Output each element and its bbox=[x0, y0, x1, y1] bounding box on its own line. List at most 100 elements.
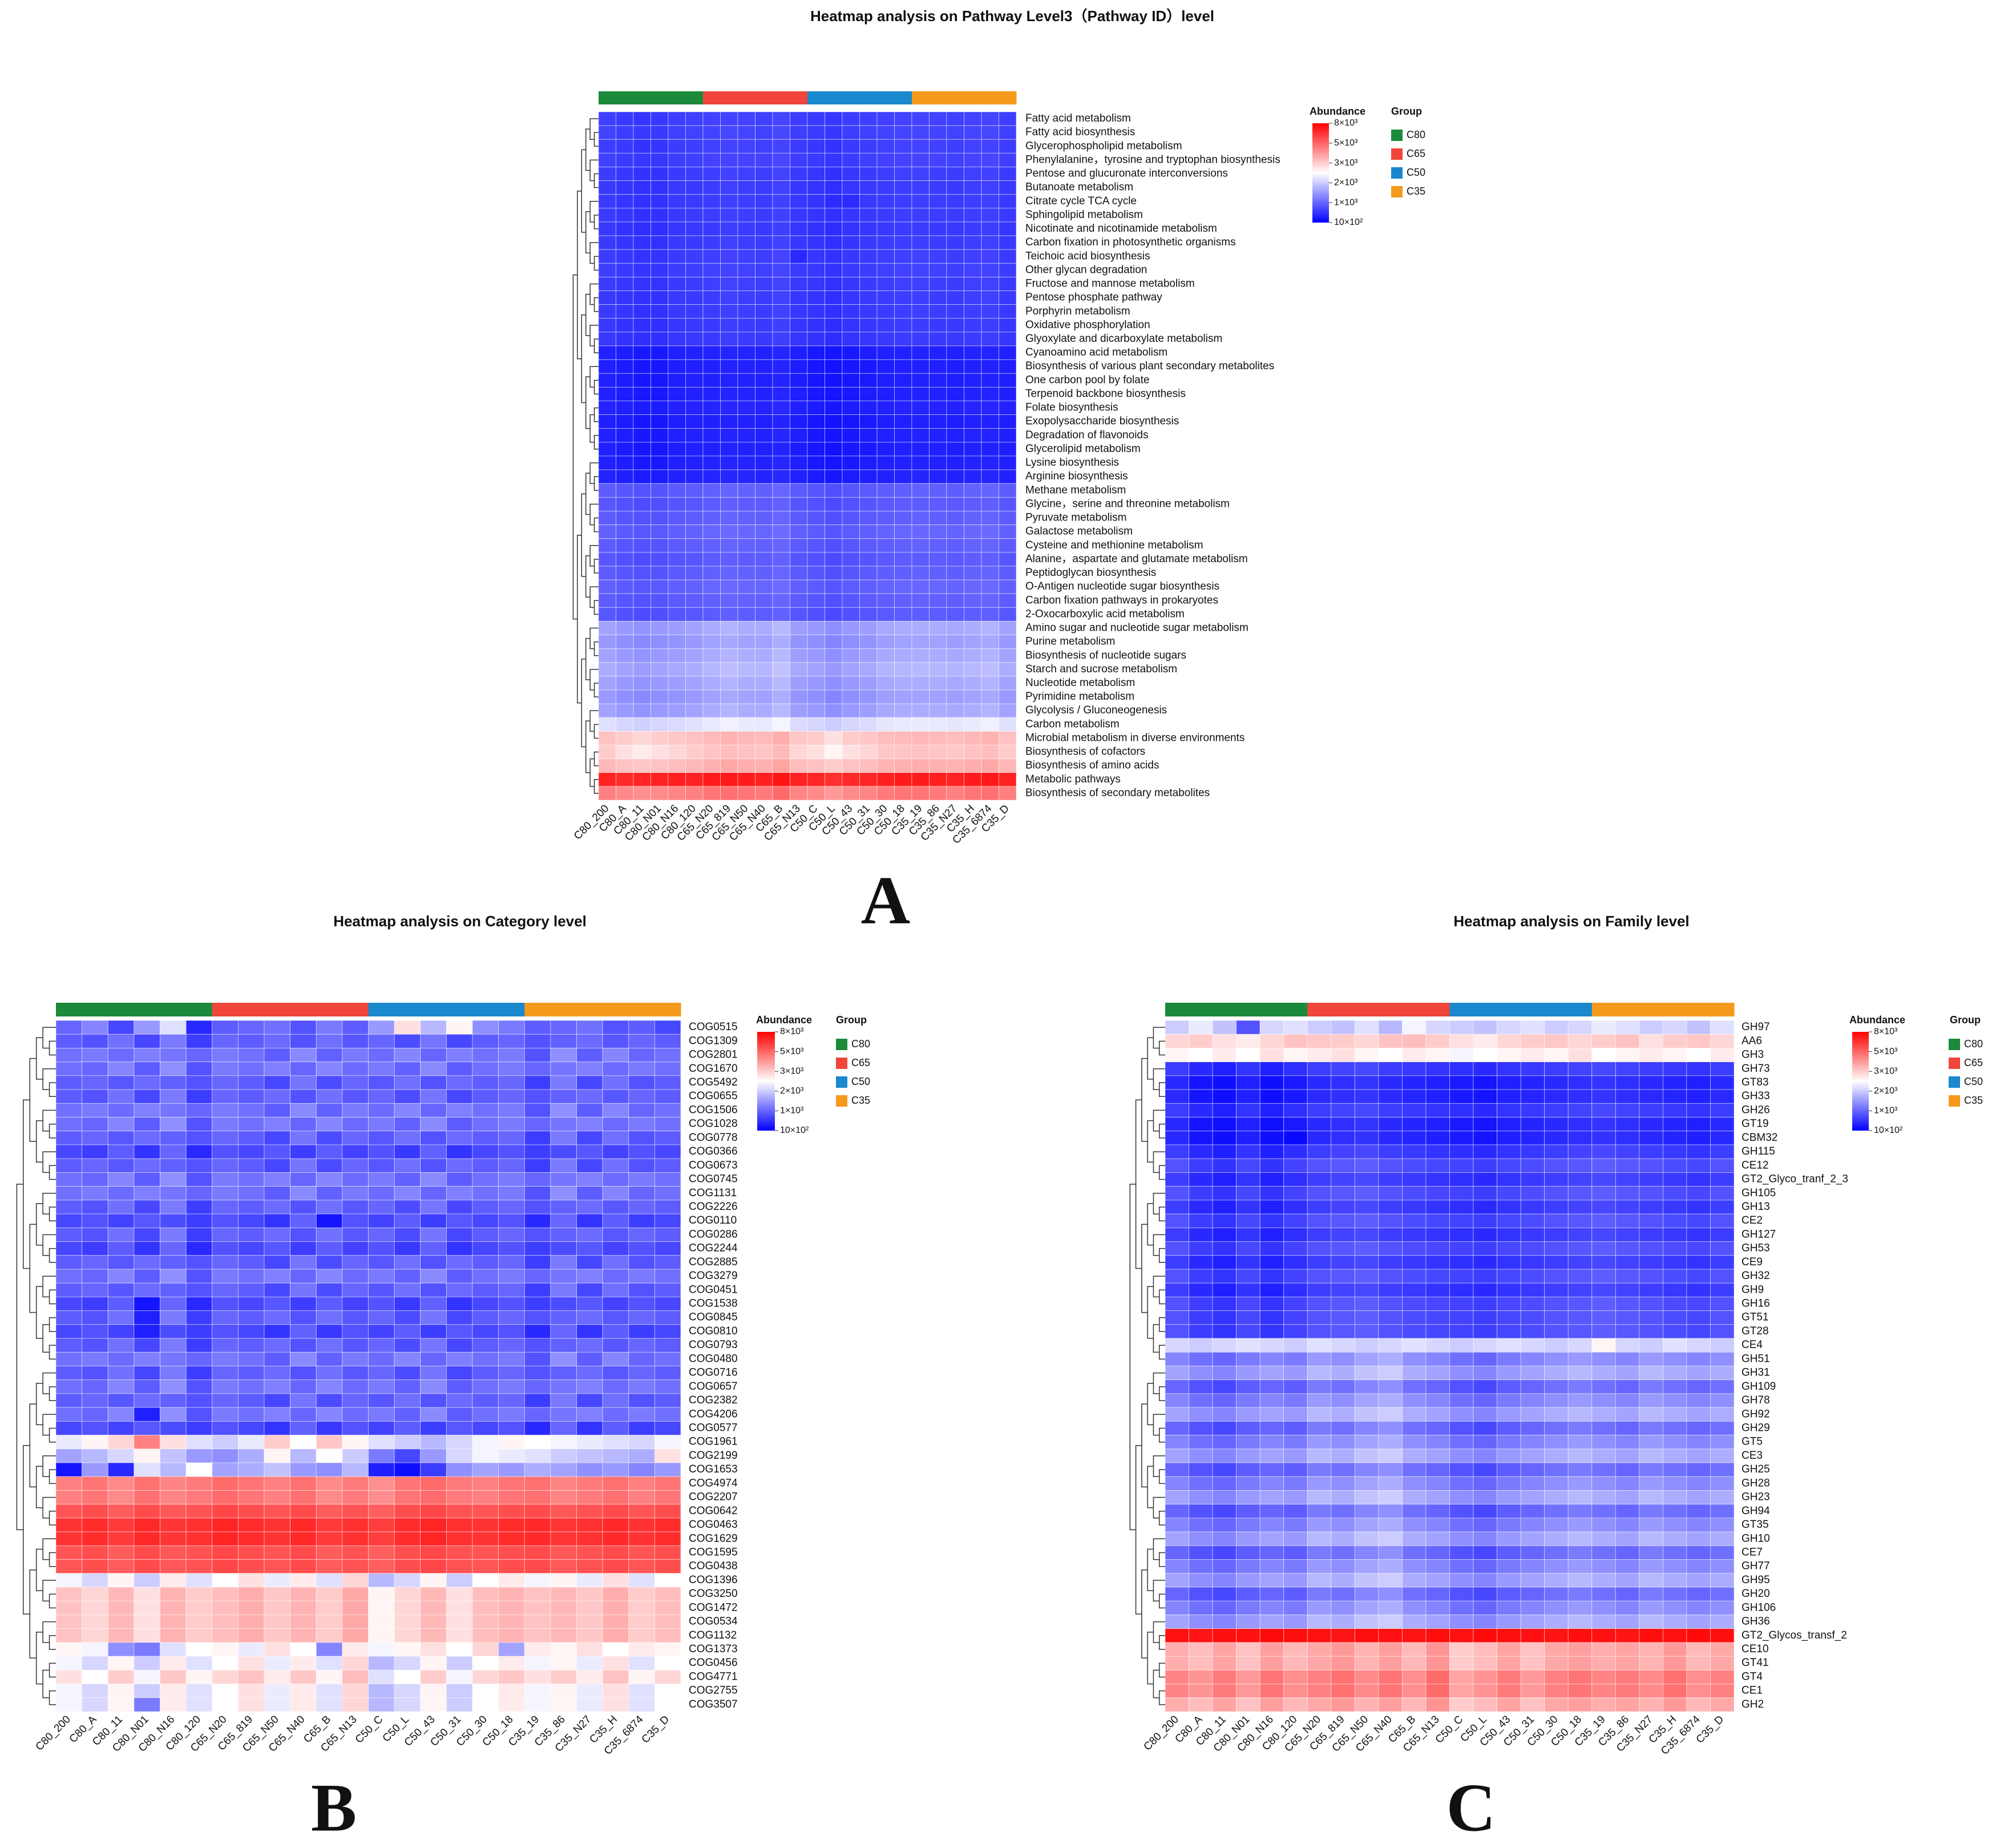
heatmap-cell bbox=[160, 1269, 187, 1284]
heatmap-cell bbox=[1331, 1075, 1355, 1090]
heatmap-cell bbox=[185, 1393, 213, 1408]
heatmap-cell bbox=[807, 689, 825, 704]
heatmap-cell bbox=[472, 1158, 499, 1173]
heatmap-cell bbox=[1259, 1379, 1284, 1394]
heatmap-cell bbox=[911, 662, 930, 677]
heatmap-cell bbox=[999, 745, 1017, 760]
heatmap-cell bbox=[498, 1669, 525, 1684]
heatmap-cell bbox=[446, 1075, 473, 1090]
heatmap-cell bbox=[1283, 1351, 1308, 1366]
row-label: Citrate cycle TCA cycle bbox=[1025, 195, 1137, 207]
heatmap-cell bbox=[755, 731, 773, 745]
heatmap-cell bbox=[1402, 1366, 1427, 1381]
heatmap-cell bbox=[290, 1573, 317, 1588]
heatmap-cell bbox=[598, 579, 616, 594]
heatmap-cell bbox=[1615, 1642, 1640, 1657]
heatmap-cell bbox=[342, 1269, 369, 1284]
heatmap-cell bbox=[55, 1476, 83, 1491]
heatmap-cell bbox=[911, 235, 930, 250]
heatmap-cell bbox=[755, 221, 773, 236]
heatmap-cell bbox=[1686, 1048, 1711, 1063]
heatmap-cell bbox=[134, 1241, 160, 1256]
heatmap-cell bbox=[702, 593, 721, 608]
heatmap-cell bbox=[550, 1034, 577, 1048]
heatmap-cell bbox=[1425, 1020, 1450, 1035]
heatmap-cell bbox=[720, 469, 738, 484]
heatmap-cell bbox=[1259, 1697, 1284, 1712]
heatmap-cell bbox=[1473, 1186, 1497, 1201]
row-label: Glycine，serine and threonine metabolism bbox=[1025, 498, 1230, 510]
heatmap-cell bbox=[368, 1476, 395, 1491]
row-label: GH73 bbox=[1742, 1063, 1770, 1075]
heatmap-cell bbox=[1686, 1462, 1711, 1477]
heatmap-cell bbox=[160, 1476, 187, 1491]
heatmap-cell bbox=[237, 1684, 265, 1698]
heatmap-cell bbox=[394, 1600, 421, 1615]
heatmap-cell bbox=[290, 1628, 317, 1643]
heatmap-cell bbox=[185, 1103, 213, 1117]
heatmap-cell bbox=[999, 359, 1017, 374]
legend-swatch bbox=[836, 1095, 847, 1107]
heatmap-cell bbox=[1497, 1476, 1521, 1491]
heatmap-cell bbox=[772, 277, 790, 291]
row-label: GH53 bbox=[1742, 1242, 1770, 1254]
heatmap-cell bbox=[616, 566, 634, 580]
heatmap-cell bbox=[342, 1324, 369, 1339]
heatmap-cell bbox=[981, 511, 999, 525]
heatmap-cell bbox=[1354, 1186, 1379, 1201]
heatmap-cell bbox=[737, 414, 755, 429]
heatmap-cell bbox=[633, 758, 651, 773]
heatmap-cell bbox=[1591, 1062, 1616, 1076]
dendrogram bbox=[42, 1455, 56, 1478]
heatmap-cell bbox=[1354, 1351, 1379, 1366]
heatmap-cell bbox=[82, 1282, 108, 1297]
heatmap-cell bbox=[807, 524, 825, 539]
heatmap-cell bbox=[82, 1421, 108, 1435]
heatmap-cell bbox=[946, 359, 964, 374]
heatmap-cell bbox=[685, 607, 704, 622]
heatmap-cell bbox=[668, 290, 686, 305]
heatmap-cell bbox=[1165, 1573, 1189, 1588]
heatmap-cell bbox=[825, 442, 843, 457]
heatmap-cell bbox=[1520, 1282, 1545, 1297]
heatmap-cell bbox=[1165, 1255, 1189, 1270]
heatmap-cell bbox=[737, 318, 755, 333]
heatmap-cell bbox=[1283, 1448, 1308, 1463]
colorbar-tick-label: 1×10³ bbox=[1334, 197, 1358, 207]
heatmap-cell bbox=[1307, 1628, 1332, 1643]
heatmap-cell bbox=[1615, 1462, 1640, 1477]
heatmap-cell bbox=[134, 1366, 160, 1381]
heatmap-cell bbox=[82, 1393, 108, 1408]
row-label: GH25 bbox=[1742, 1463, 1770, 1475]
heatmap-cell bbox=[702, 621, 721, 635]
heatmap-cell bbox=[654, 1393, 681, 1408]
heatmap-cell bbox=[668, 469, 686, 484]
heatmap-cell bbox=[654, 1518, 681, 1532]
heatmap-cell bbox=[790, 277, 808, 291]
heatmap-cell bbox=[1425, 1172, 1450, 1187]
heatmap-cell bbox=[420, 1131, 447, 1145]
heatmap-cell bbox=[1639, 1366, 1663, 1381]
heatmap-cell bbox=[1449, 1545, 1474, 1560]
heatmap-cell bbox=[1567, 1393, 1593, 1408]
heatmap-cell bbox=[1449, 1697, 1474, 1712]
heatmap-cell bbox=[107, 1421, 135, 1435]
heatmap-cell bbox=[524, 1034, 551, 1048]
heatmap-cell bbox=[894, 167, 912, 181]
heatmap-cell bbox=[237, 1034, 265, 1048]
colorbar-tick-label: 8×10³ bbox=[1334, 118, 1358, 128]
heatmap-cell bbox=[1662, 1089, 1687, 1104]
legend-swatch bbox=[836, 1039, 847, 1050]
heatmap-cell bbox=[842, 538, 860, 553]
heatmap-cell bbox=[1236, 1435, 1260, 1450]
heatmap-cell bbox=[602, 1324, 629, 1339]
heatmap-cell bbox=[1165, 1656, 1189, 1671]
heatmap-cell bbox=[598, 524, 616, 539]
heatmap-cell bbox=[1259, 1656, 1284, 1671]
heatmap-cell bbox=[842, 277, 860, 291]
heatmap-cell bbox=[876, 621, 895, 635]
heatmap-cell bbox=[894, 621, 912, 635]
heatmap-cell bbox=[650, 387, 669, 401]
heatmap-cell bbox=[1378, 1117, 1403, 1132]
heatmap-cell bbox=[1497, 1269, 1521, 1284]
